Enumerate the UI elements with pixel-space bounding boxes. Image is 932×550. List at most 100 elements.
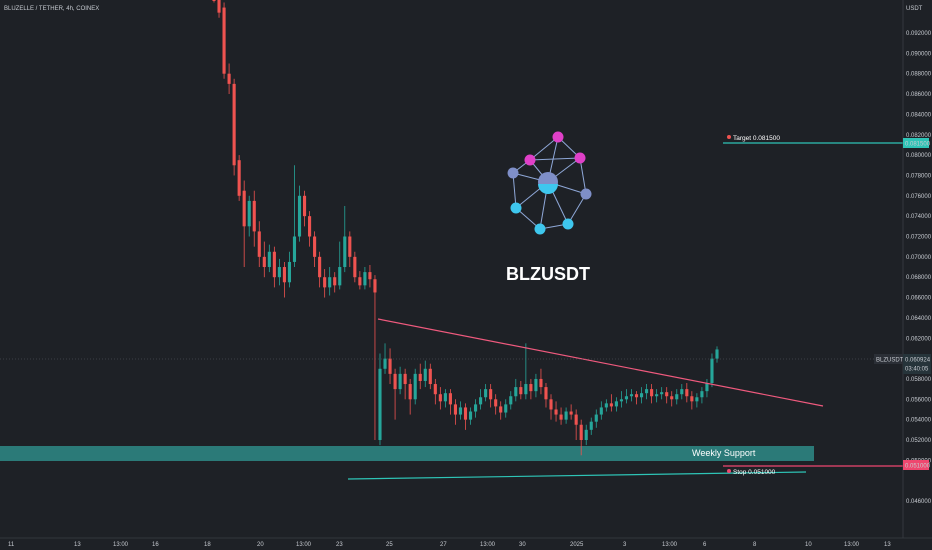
candle-3[interactable]: [227, 63, 231, 95]
candle-10[interactable]: [262, 241, 266, 278]
candle-83[interactable]: [629, 389, 634, 402]
candle-54[interactable]: [484, 384, 488, 402]
candle-16[interactable]: [292, 165, 297, 268]
candle-15[interactable]: [287, 251, 292, 288]
candle-35[interactable]: [388, 348, 392, 385]
candle-26[interactable]: [343, 205, 347, 273]
candle-87[interactable]: [650, 384, 654, 404]
candle-59[interactable]: [509, 391, 513, 410]
candle-29[interactable]: [358, 271, 362, 290]
candle-39[interactable]: [408, 378, 412, 415]
candle-60[interactable]: [514, 378, 518, 402]
candle-4[interactable]: [232, 78, 236, 176]
candle-77[interactable]: [599, 401, 603, 420]
descending-trendline[interactable]: [377, 318, 824, 407]
candle-38[interactable]: [403, 368, 407, 400]
candle-81[interactable]: [619, 391, 623, 408]
candle-0[interactable]: [212, 0, 216, 3]
candle-37[interactable]: [398, 366, 402, 395]
candle-97[interactable]: [700, 387, 704, 404]
candle-65[interactable]: [539, 368, 543, 395]
candle-36[interactable]: [393, 368, 397, 420]
candle-85[interactable]: [639, 387, 644, 404]
candle-82[interactable]: [624, 389, 629, 404]
candle-76[interactable]: [594, 409, 598, 428]
candle-66[interactable]: [544, 383, 548, 408]
candle-17[interactable]: [297, 185, 302, 242]
candle-61[interactable]: [519, 380, 523, 400]
candle-19[interactable]: [308, 211, 312, 247]
candle-74[interactable]: [584, 424, 588, 446]
candle-78[interactable]: [604, 399, 608, 412]
candle-55[interactable]: [489, 384, 493, 408]
candle-41[interactable]: [418, 363, 422, 390]
candle-28[interactable]: [353, 251, 357, 283]
candle-69[interactable]: [559, 407, 563, 425]
candle-100[interactable]: [715, 346, 719, 363]
candle-68[interactable]: [554, 401, 558, 422]
candle-90[interactable]: [665, 387, 669, 404]
candle-45[interactable]: [438, 387, 442, 410]
candle-58[interactable]: [504, 399, 508, 418]
candle-84[interactable]: [634, 391, 639, 405]
candle-46[interactable]: [443, 389, 447, 408]
candle-56[interactable]: [494, 394, 498, 415]
candle-64[interactable]: [534, 373, 538, 398]
candle-93[interactable]: [680, 384, 684, 400]
candle-50[interactable]: [463, 403, 468, 430]
candle-89[interactable]: [660, 387, 664, 400]
candle-98[interactable]: [705, 378, 709, 398]
candle-23[interactable]: [328, 267, 332, 296]
candle-14[interactable]: [282, 261, 286, 298]
candle-49[interactable]: [458, 401, 463, 420]
candle-2[interactable]: [222, 2, 226, 79]
candle-40[interactable]: [413, 368, 417, 405]
candle-79[interactable]: [609, 394, 613, 412]
candle-70[interactable]: [564, 407, 568, 424]
candle-88[interactable]: [655, 389, 659, 403]
candle-62[interactable]: [524, 343, 528, 400]
candle-86[interactable]: [645, 384, 649, 400]
candle-31[interactable]: [368, 264, 372, 288]
candle-67[interactable]: [549, 394, 553, 420]
candle-94[interactable]: [685, 383, 689, 403]
candle-32[interactable]: [373, 275, 377, 440]
candle-1[interactable]: [217, 0, 221, 18]
candle-44[interactable]: [433, 378, 437, 405]
candle-73[interactable]: [579, 419, 583, 456]
candle-34[interactable]: [383, 343, 387, 374]
candle-8[interactable]: [252, 190, 256, 247]
candle-47[interactable]: [448, 389, 452, 415]
candle-20[interactable]: [313, 231, 317, 268]
candle-11[interactable]: [267, 244, 271, 273]
candle-5[interactable]: [237, 155, 241, 201]
candle-24[interactable]: [333, 272, 337, 293]
candle-52[interactable]: [474, 399, 478, 418]
candle-25[interactable]: [338, 241, 342, 290]
candle-57[interactable]: [499, 401, 503, 420]
candle-21[interactable]: [318, 251, 322, 288]
candle-72[interactable]: [574, 409, 578, 440]
candle-9[interactable]: [257, 221, 261, 268]
candle-80[interactable]: [614, 397, 618, 412]
candle-22[interactable]: [323, 269, 327, 298]
candle-43[interactable]: [428, 363, 432, 390]
candle-95[interactable]: [690, 391, 694, 410]
candle-71[interactable]: [569, 404, 573, 420]
candle-13[interactable]: [277, 258, 281, 286]
candle-63[interactable]: [529, 378, 533, 400]
candle-6[interactable]: [242, 180, 246, 268]
candle-7[interactable]: [247, 195, 251, 237]
candle-18[interactable]: [302, 190, 307, 227]
candle-33[interactable]: [378, 353, 382, 446]
candle-53[interactable]: [479, 389, 483, 410]
time-axis[interactable]: 11 13 13:00 16 18 20 13:00 23 25 27 13:00 30 2025 3 13…: [8, 542, 891, 548]
candle-27[interactable]: [348, 231, 352, 268]
ascending-support-line[interactable]: [347, 471, 807, 480]
candle-12[interactable]: [272, 246, 276, 288]
candle-75[interactable]: [589, 417, 593, 435]
candle-91[interactable]: [670, 391, 674, 407]
candle-30[interactable]: [363, 267, 367, 290]
candle-92[interactable]: [675, 389, 679, 405]
